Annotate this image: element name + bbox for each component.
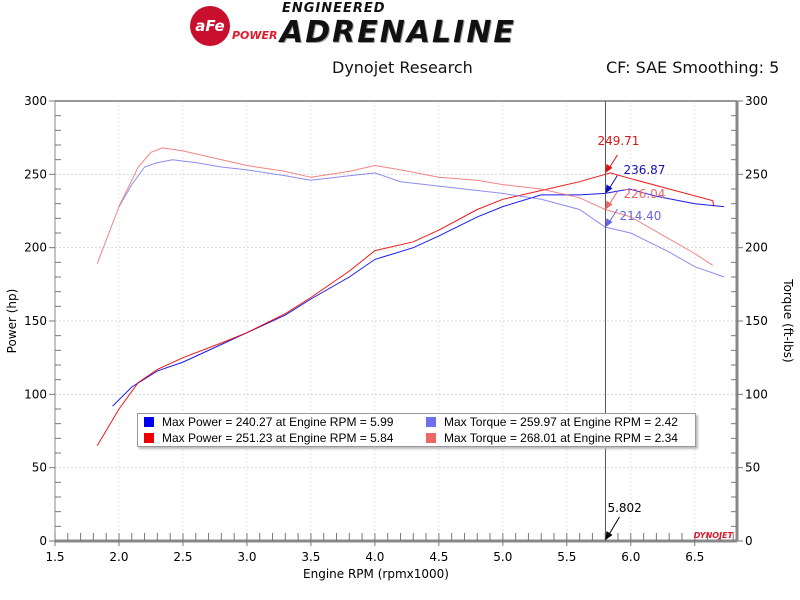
series-line-3 — [118, 159, 725, 278]
cursor-label: 5.802 — [607, 501, 641, 515]
legend-swatch — [144, 433, 154, 443]
cursor-arrow-head — [605, 531, 613, 540]
legend-item: Max Torque = 268.01 at Engine RPM = 2.34 — [420, 430, 678, 446]
legend-label: Max Torque = 259.97 at Engine RPM = 2.42 — [444, 415, 678, 429]
legend-item: Max Power = 240.27 at Engine RPM = 5.99 — [138, 414, 393, 430]
y-axis-title-left: Power (hp) — [5, 289, 19, 354]
y-tick-label-right: 200 — [745, 241, 768, 255]
series-line-2 — [96, 172, 715, 446]
y-tick-label-right: 50 — [745, 461, 760, 475]
annotation-label: 214.40 — [619, 209, 661, 223]
legend-label: Max Torque = 268.01 at Engine RPM = 2.34 — [444, 431, 678, 445]
legend-label: Max Power = 240.27 at Engine RPM = 5.99 — [162, 415, 394, 429]
x-tick-label: 6.0 — [621, 550, 640, 564]
afe-logo-badge: aFe — [190, 6, 230, 46]
y-tick-label-left: 50 — [32, 461, 47, 475]
afe-logo-power: POWER — [232, 29, 278, 42]
annotation-arrow-head — [605, 163, 613, 173]
x-tick-label: 4.5 — [429, 550, 448, 564]
annotation-arrow-head — [605, 200, 613, 210]
annotation-arrow-head — [605, 184, 613, 194]
x-tick-label: 1.5 — [45, 550, 64, 564]
legend-swatch — [144, 417, 154, 427]
y-tick-label-left: 0 — [39, 534, 47, 548]
y-tick-label-left: 150 — [24, 314, 47, 328]
legend-item: Max Power = 251.23 at Engine RPM = 5.84 — [138, 430, 393, 446]
y-tick-label-left: 100 — [24, 387, 47, 401]
x-tick-label: 2.5 — [173, 550, 192, 564]
legend-item: Max Torque = 259.97 at Engine RPM = 2.42 — [420, 414, 678, 430]
y-tick-label-right: 100 — [745, 387, 768, 401]
legend-swatch — [426, 417, 436, 427]
y-tick-label-left: 250 — [24, 167, 47, 181]
x-tick-label: 5.0 — [493, 550, 512, 564]
series-line-1 — [112, 188, 725, 407]
x-tick-label: 5.5 — [557, 550, 576, 564]
y-tick-label-left: 200 — [24, 241, 47, 255]
x-tick-label: 2.0 — [109, 550, 128, 564]
annotation-label: 226.04 — [623, 187, 665, 201]
legend: Max Power = 240.27 at Engine RPM = 5.99 … — [137, 413, 696, 447]
legend-label: Max Power = 251.23 at Engine RPM = 5.84 — [162, 431, 394, 445]
logo-tagline-main: ADRENALINE — [280, 15, 516, 50]
legend-swatch — [426, 433, 436, 443]
logo-tagline-top: ENGINEERED — [282, 1, 386, 16]
chart-title: Dynojet Research — [332, 58, 473, 77]
series-line-4 — [96, 147, 713, 266]
annotation-arrow-head — [605, 218, 613, 228]
y-tick-label-right: 300 — [745, 94, 768, 108]
annotation-label: 249.71 — [597, 134, 639, 148]
y-tick-label-right: 0 — [745, 534, 753, 548]
x-tick-label: 6.5 — [685, 550, 704, 564]
x-tick-label: 3.5 — [301, 550, 320, 564]
dynojet-watermark: DYNOJET — [694, 531, 734, 540]
x-tick-label: 3.0 — [237, 550, 256, 564]
x-tick-label: 4.0 — [365, 550, 384, 564]
chart-settings: CF: SAE Smoothing: 5 — [606, 58, 780, 77]
y-tick-label-right: 250 — [745, 167, 768, 181]
y-axis-title-right: Torque (ft-lbs) — [781, 278, 795, 362]
afe-adrenaline-logo: aFe POWER ENGINEERED ADRENALINE — [190, 2, 590, 50]
y-tick-label-left: 300 — [24, 94, 47, 108]
x-axis-title: Engine RPM (rpmx1000) — [303, 567, 449, 581]
annotation-label: 236.87 — [623, 163, 665, 177]
y-tick-label-right: 150 — [745, 314, 768, 328]
